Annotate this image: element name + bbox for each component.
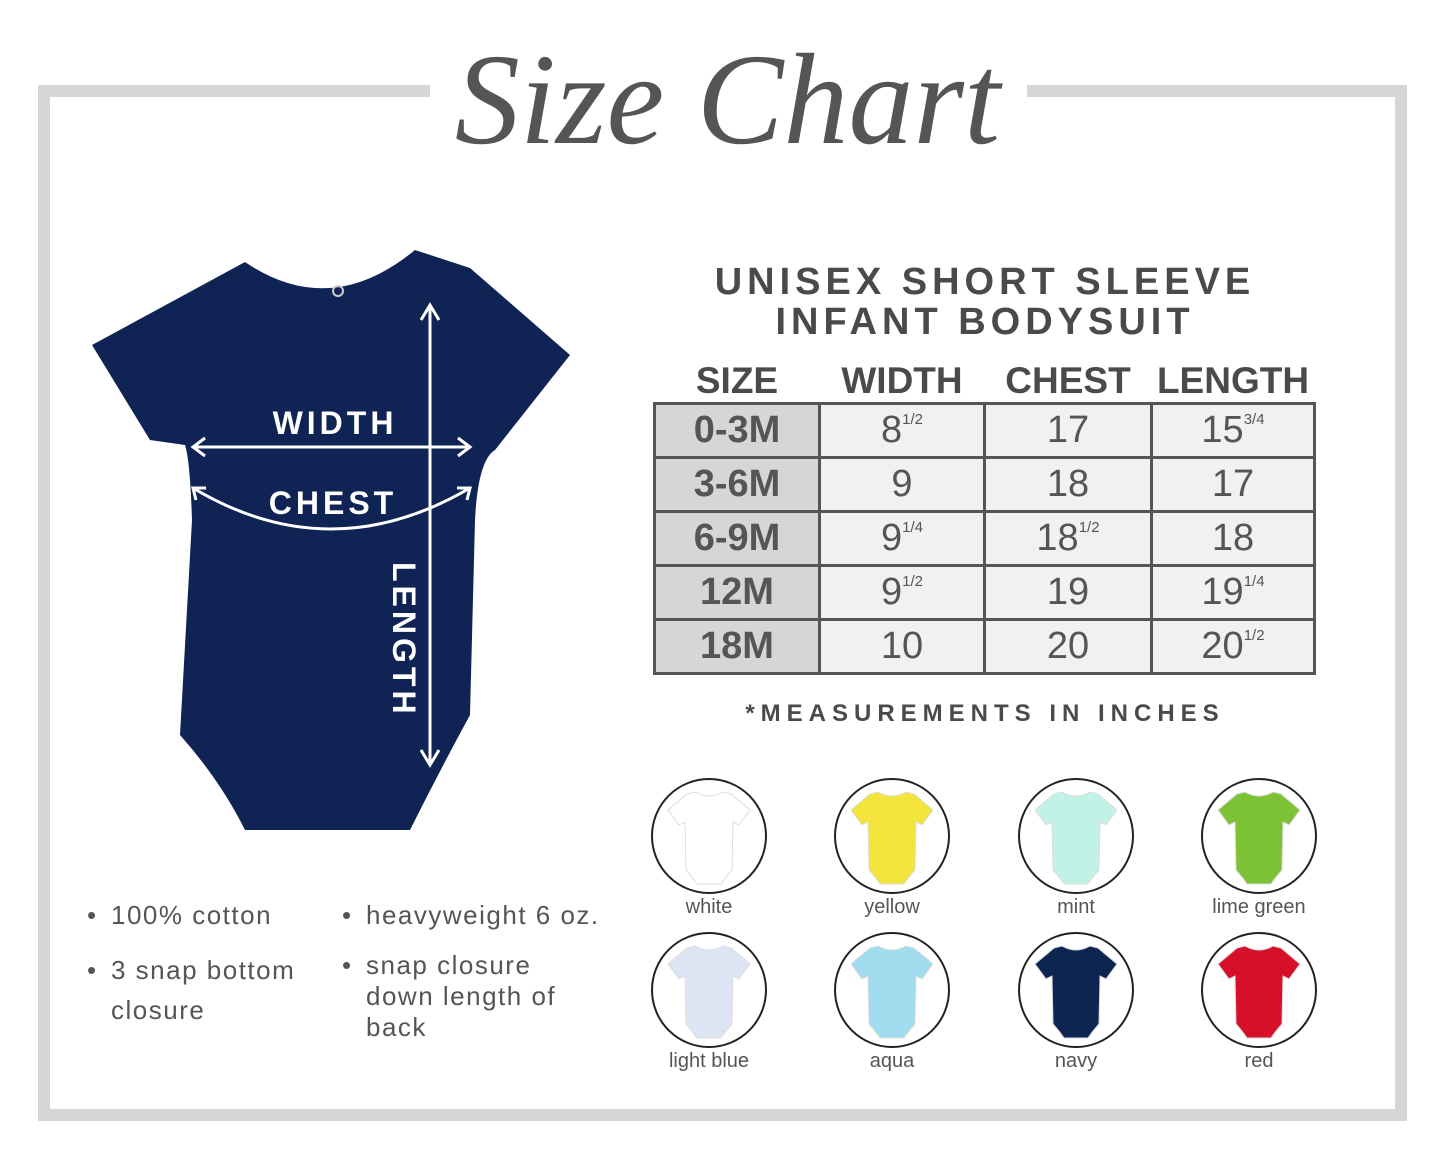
value-fraction: 1/2 — [902, 573, 923, 590]
color-swatch[interactable] — [1018, 932, 1134, 1048]
color-swatch[interactable] — [834, 778, 950, 894]
size-cell: 6-9M — [653, 510, 821, 567]
length-label: LENGTH — [386, 562, 422, 718]
table-row: 3-6M 9 18 17 — [653, 456, 1316, 513]
length-cell: 153/4 — [1150, 402, 1316, 459]
value-whole: 17 — [1211, 463, 1255, 505]
value-fraction: 1/2 — [1243, 627, 1265, 644]
column-header: SIZE — [695, 360, 779, 401]
width-cell: 91/2 — [818, 564, 986, 621]
value-fraction: 1/4 — [902, 519, 923, 536]
chest-cell: 20 — [983, 618, 1153, 675]
bodysuit-icon — [850, 945, 934, 1039]
value-fraction: 1/4 — [1243, 573, 1265, 590]
feature-item: 3 snap bottom closure — [87, 950, 321, 1030]
heading-line-1: UNISEX SHORT SLEEVE — [714, 261, 1256, 303]
size-cell: 12M — [653, 564, 821, 621]
color-swatch[interactable] — [1201, 932, 1317, 1048]
value-fraction: 3/4 — [1243, 411, 1265, 428]
width-cell: 91/4 — [818, 510, 986, 567]
color-label: yellow — [864, 896, 920, 918]
chest-cell: 19 — [983, 564, 1153, 621]
column-header: CHEST — [1005, 360, 1131, 401]
value-fraction: 1/2 — [902, 411, 923, 428]
width-cell: 10 — [818, 618, 986, 675]
color-label: aqua — [869, 1050, 915, 1072]
color-label: red — [1244, 1050, 1274, 1072]
value-whole: 20 — [1201, 625, 1244, 667]
color-label: light blue — [668, 1050, 750, 1072]
size-table: SIZE WIDTH CHEST LENGTH 0-3M 81/2 17 153/4 3-6M… — [653, 358, 1316, 675]
width-label: WIDTH — [273, 405, 398, 441]
table-row: 12M 91/2 19 191/4 — [653, 564, 1316, 621]
color-swatch[interactable] — [834, 932, 950, 1048]
color-label: white — [685, 896, 733, 918]
length-cell: 17 — [1150, 456, 1316, 513]
column-header: LENGTH — [1156, 360, 1310, 401]
color-label: lime green — [1212, 896, 1306, 918]
value-whole: 18 — [1036, 517, 1079, 559]
bodysuit-icon — [1217, 945, 1301, 1039]
width-cell: 9 — [818, 456, 986, 513]
color-label: navy — [1054, 1050, 1098, 1072]
value-whole: 9 — [881, 517, 903, 559]
value-whole: 18 — [1211, 517, 1255, 559]
bodysuit-icon — [667, 791, 751, 885]
size-cell: 18M — [653, 618, 821, 675]
value-whole: 9 — [881, 571, 903, 613]
frame-bottom — [38, 1109, 1407, 1121]
color-swatch[interactable] — [651, 932, 767, 1048]
chest-label: CHEST — [269, 485, 397, 521]
value-whole: 18 — [1046, 463, 1090, 505]
size-cell: 0-3M — [653, 402, 821, 459]
feature-item: 100% cotton — [87, 900, 326, 931]
frame-top-right — [1027, 85, 1407, 97]
length-cell: 191/4 — [1150, 564, 1316, 621]
measurement-note: *MEASUREMENTS IN INCHES — [745, 700, 1225, 727]
bodysuit-icon — [1034, 791, 1118, 885]
table-row: 0-3M 81/2 17 153/4 — [653, 402, 1316, 459]
chest-cell: 17 — [983, 402, 1153, 459]
chest-cell: 181/2 — [983, 510, 1153, 567]
page-title: Size Chart — [454, 28, 1001, 172]
value-whole: 20 — [1046, 625, 1090, 667]
bodysuit-icon — [667, 945, 751, 1039]
snap-icon — [332, 285, 344, 297]
value-fraction: 1/2 — [1078, 519, 1100, 536]
chest-cell: 18 — [983, 456, 1153, 513]
table-row: 18M 10 20 201/2 — [653, 618, 1316, 675]
bodysuit-icon — [1034, 945, 1118, 1039]
bodysuit-icon — [850, 791, 934, 885]
bodysuit-diagram: WIDTH CHEST LENGTH — [92, 250, 570, 830]
color-label: mint — [1057, 896, 1095, 918]
feature-item: snap closure down length of back — [342, 950, 566, 1043]
feature-item: heavyweight 6 oz. — [342, 900, 626, 931]
bodysuit-icon — [1217, 791, 1301, 885]
color-swatch[interactable] — [1018, 778, 1134, 894]
measurement-arrows — [190, 302, 473, 768]
table-row: 6-9M 91/4 181/2 18 — [653, 510, 1316, 567]
frame-right — [1395, 85, 1407, 1121]
frame-top-left — [38, 85, 430, 97]
value-whole: 19 — [1046, 571, 1090, 613]
color-swatch[interactable] — [1201, 778, 1317, 894]
product-heading: UNISEX SHORT SLEEVE INFANT BODYSUIT — [655, 262, 1315, 342]
length-cell: 201/2 — [1150, 618, 1316, 675]
value-whole: 19 — [1201, 571, 1244, 613]
color-swatch[interactable] — [651, 778, 767, 894]
length-cell: 18 — [1150, 510, 1316, 567]
heading-line-2: INFANT BODYSUIT — [775, 301, 1195, 343]
value-whole: 9 — [891, 463, 913, 505]
value-whole: 10 — [880, 625, 924, 667]
value-whole: 8 — [881, 409, 903, 451]
frame-left — [38, 85, 50, 1121]
column-header: WIDTH — [841, 360, 963, 401]
value-whole: 17 — [1046, 409, 1090, 451]
bodysuit-shape — [92, 250, 570, 830]
value-whole: 15 — [1201, 409, 1244, 451]
size-cell: 3-6M — [653, 456, 821, 513]
width-cell: 81/2 — [818, 402, 986, 459]
